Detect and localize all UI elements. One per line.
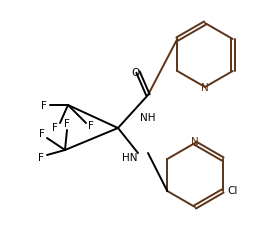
Text: N: N	[201, 83, 209, 93]
Text: F: F	[39, 129, 45, 139]
Text: Cl: Cl	[227, 186, 238, 196]
Text: HN: HN	[122, 153, 138, 163]
Text: F: F	[52, 123, 58, 133]
Text: O: O	[131, 68, 139, 78]
Text: F: F	[64, 119, 70, 129]
Text: N: N	[191, 137, 199, 147]
Text: F: F	[88, 121, 94, 131]
Text: F: F	[38, 153, 44, 163]
Text: F: F	[41, 101, 47, 111]
Text: NH: NH	[140, 113, 156, 123]
